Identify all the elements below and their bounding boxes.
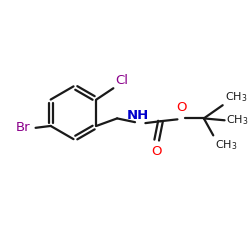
- Text: CH$_3$: CH$_3$: [224, 90, 247, 104]
- Text: NH: NH: [127, 109, 149, 122]
- Text: Cl: Cl: [115, 74, 128, 87]
- Text: CH$_3$: CH$_3$: [226, 114, 249, 127]
- Text: Br: Br: [16, 121, 31, 134]
- Text: CH$_3$: CH$_3$: [215, 138, 238, 152]
- Text: O: O: [176, 101, 186, 114]
- Text: O: O: [152, 145, 162, 158]
